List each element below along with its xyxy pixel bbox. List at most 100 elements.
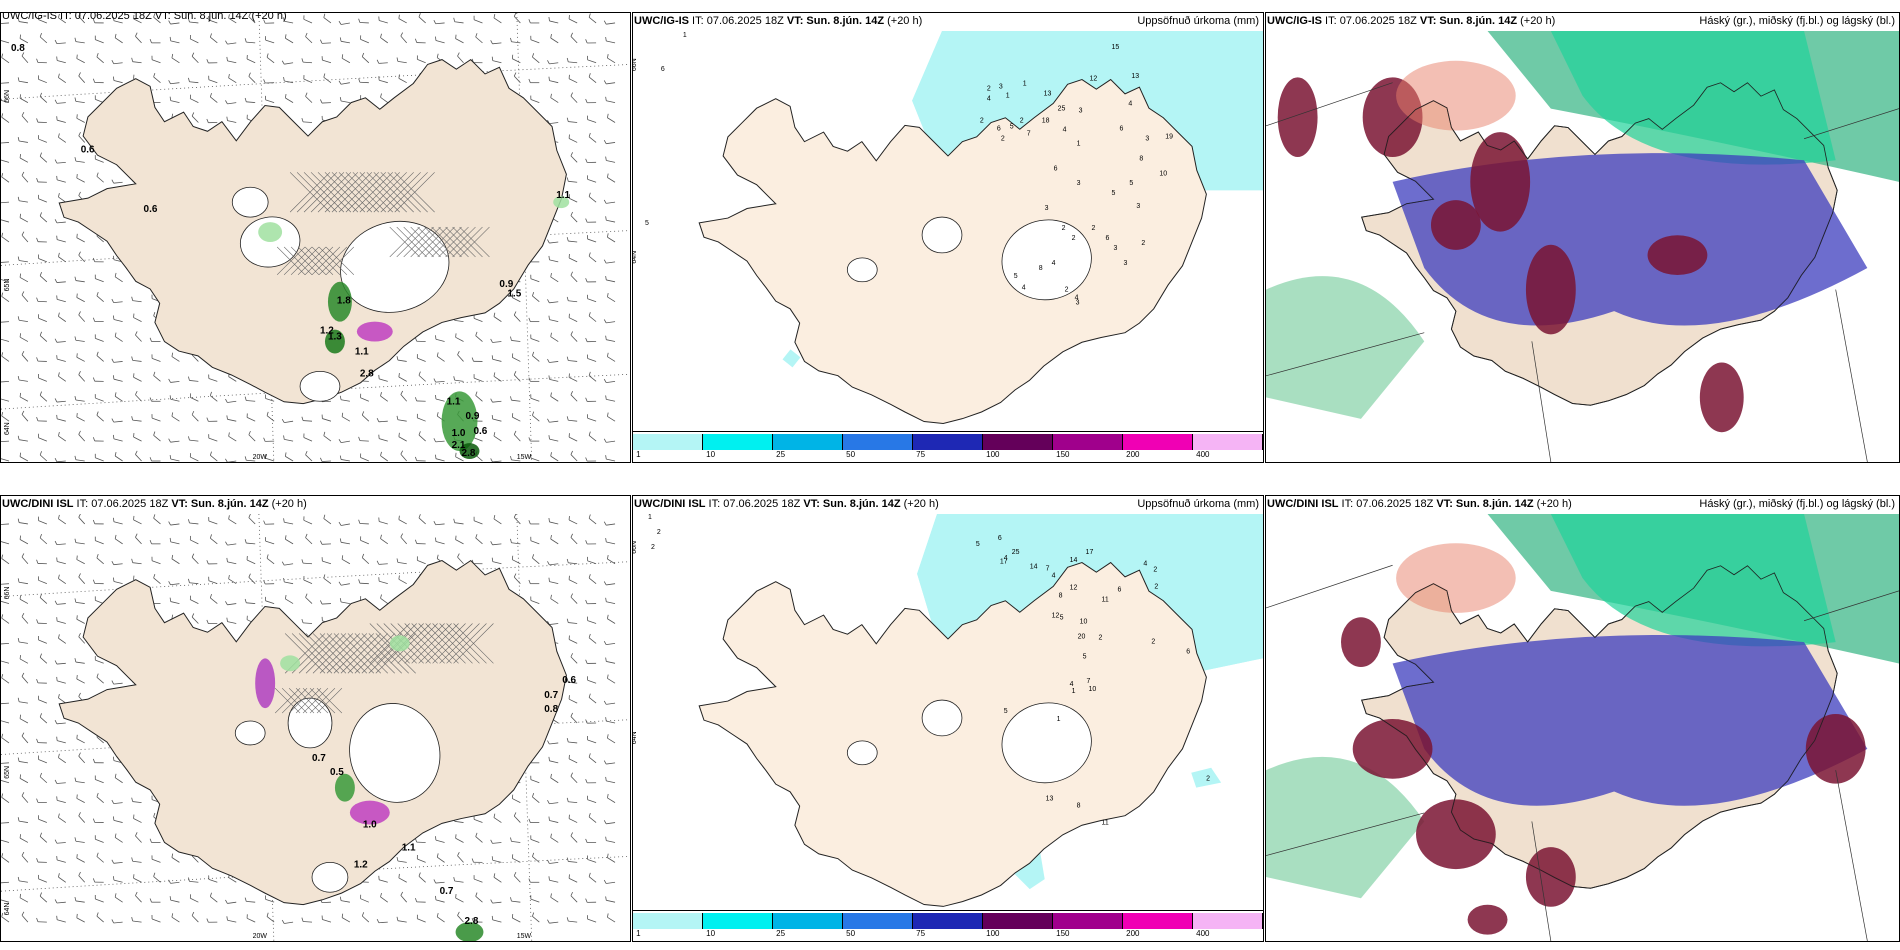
- iceland-landmass: [698, 78, 1207, 424]
- gust-patch: [349, 800, 390, 825]
- gust-value-label: 0.7: [312, 753, 326, 764]
- axis-label: 64N: [633, 251, 638, 264]
- gust-value-label: 1.2: [320, 326, 334, 337]
- glacier-shape: [231, 186, 269, 218]
- colorbar-tick-label: 25: [776, 929, 786, 938]
- precip-value-label: 4: [1075, 295, 1079, 302]
- precip-value-label: 6: [1106, 235, 1110, 242]
- colorbar-swatch: [773, 913, 843, 929]
- precip-value-label: 5: [1111, 190, 1115, 197]
- gust-value-label: 1.8: [337, 296, 351, 307]
- panel-subtitle: Uppsöfnuð úrkoma (mm): [1137, 15, 1259, 27]
- axis-label: 66N: [4, 587, 11, 600]
- hatched-area: [289, 172, 435, 213]
- glacier-shape: [921, 216, 963, 254]
- gust-patch: [334, 773, 355, 802]
- precip-value-label: 2: [1065, 287, 1069, 294]
- precip-value-label: 3: [1123, 260, 1127, 267]
- precip-value-label: 14: [1070, 557, 1078, 564]
- precip-value-label: 8: [1077, 803, 1081, 810]
- panel-igis-precip: UWC/IG-IS IT: 07.06.2025 18Z VT: Sun. 8.…: [632, 12, 1264, 463]
- colorbar-swatch: [843, 913, 913, 929]
- glacier-shape: [311, 861, 349, 893]
- precip-value-label: 11: [1102, 597, 1109, 604]
- colorbar-swatch: [773, 434, 843, 450]
- precip-colorbar: 1 10 25 50 75 100 150 200 400: [633, 910, 1263, 941]
- glacier-shape: [1001, 702, 1092, 784]
- panel-dini-wind: UWC/DINI ISL IT: 07.06.2025 18Z VT: Sun.…: [0, 495, 631, 942]
- precip-value-label: 2: [980, 118, 984, 125]
- precip-value-label: 2: [1154, 584, 1158, 591]
- panel-igis-wind: UWC/IG-IS IT: 07.06.2025 18Z VT: Sun. 8.…: [0, 12, 631, 463]
- gust-value-label: 0.8: [11, 43, 25, 54]
- precip-value-label: 17: [1000, 559, 1008, 566]
- coastline: [1361, 82, 1838, 406]
- precip-value-label: 19: [1165, 133, 1173, 140]
- cloud-map: [1266, 514, 1899, 941]
- gust-value-label: 1.0: [363, 820, 377, 831]
- coastline: [1361, 565, 1838, 889]
- colorbar-swatch: [1123, 434, 1193, 450]
- colorbar-swatch: [843, 434, 913, 450]
- precip-value-label: 3: [1145, 135, 1149, 142]
- gust-patch: [459, 443, 480, 460]
- gust-value-label: 1.1: [556, 190, 570, 201]
- colorbar-tick-label: 150: [1056, 929, 1070, 938]
- precip-colorbar: 1 10 25 50 75 100 150 200 400: [633, 431, 1263, 462]
- precip-value-label: 4: [1022, 285, 1026, 292]
- precip-value-label: 1: [1077, 140, 1081, 147]
- colorbar-swatch: [983, 434, 1053, 450]
- precip-value-label: 5: [976, 541, 980, 548]
- axis-label: 20W: [253, 454, 268, 461]
- glacier-shape: [921, 699, 963, 737]
- axis-label: 66N: [4, 90, 11, 103]
- gust-patch: [389, 635, 410, 652]
- glacier-shape: [846, 257, 878, 283]
- gust-value-label: 0.7: [544, 690, 558, 701]
- colorbar-tick-label: 75: [916, 929, 926, 938]
- gust-patch: [280, 655, 301, 672]
- gust-patch: [327, 281, 352, 322]
- cloud-layers: [1266, 514, 1899, 935]
- colorbar-swatch: [913, 913, 983, 929]
- colorbar-swatch: [633, 913, 703, 929]
- precip-value-label: 2: [1151, 638, 1155, 645]
- colorbar-swatch: [913, 434, 983, 450]
- precip-value-label: 2: [1020, 118, 1024, 125]
- gust-value-label: 1.1: [447, 396, 461, 407]
- precip-value-label: 3: [1079, 108, 1083, 115]
- precip-value-label: 6: [661, 66, 665, 73]
- precip-value-label: 6: [997, 126, 1001, 133]
- precip-value-label: 4: [987, 96, 991, 103]
- panel-dini-clouds: UWC/DINI ISL IT: 07.06.2025 18Z VT: Sun.…: [1265, 495, 1900, 942]
- colorbar-swatch: [1123, 913, 1193, 929]
- precip-value-label: 4: [1004, 555, 1008, 562]
- precip-value-label: 4: [1070, 681, 1074, 688]
- colorbar-tick-label: 10: [706, 450, 716, 459]
- panel-igis-clouds: UWC/IG-IS IT: 07.06.2025 18Z VT: Sun. 8.…: [1265, 12, 1900, 463]
- gust-value-label: 1.1: [355, 346, 369, 357]
- panel-title: UWC/IG-IS IT: 07.06.2025 18Z VT: Sun. 8.…: [634, 15, 923, 27]
- precip-value-label: 3: [1113, 245, 1117, 252]
- graticule: [1266, 82, 1899, 462]
- precip-value-label: 4: [1052, 573, 1056, 580]
- gust-patch: [455, 922, 484, 941]
- precip-value-label: 3: [999, 84, 1003, 91]
- gust-value-label: 1.5: [507, 289, 521, 300]
- gust-value-label: 0.6: [562, 675, 576, 686]
- axis-label: 64N: [633, 731, 638, 744]
- hatched-area: [389, 226, 490, 258]
- precip-value-label: 12: [1070, 585, 1078, 592]
- colorbar-tick-label: 50: [846, 929, 856, 938]
- precip-value-label: 15: [1111, 44, 1119, 51]
- precip-value-label: 8: [1039, 265, 1043, 272]
- glacier-shape: [1001, 219, 1092, 301]
- precip-value-label: 5: [1014, 273, 1018, 280]
- precip-value-label: 2: [657, 529, 661, 536]
- precip-value-label: 12: [1090, 76, 1098, 83]
- gust-value-label: 1.3: [328, 332, 342, 343]
- precip-value-label: 6: [998, 535, 1002, 542]
- precip-value-label: 25: [1058, 106, 1066, 113]
- precip-value-label: 2: [1062, 225, 1066, 232]
- colorbar-tick-label: 1: [636, 450, 641, 459]
